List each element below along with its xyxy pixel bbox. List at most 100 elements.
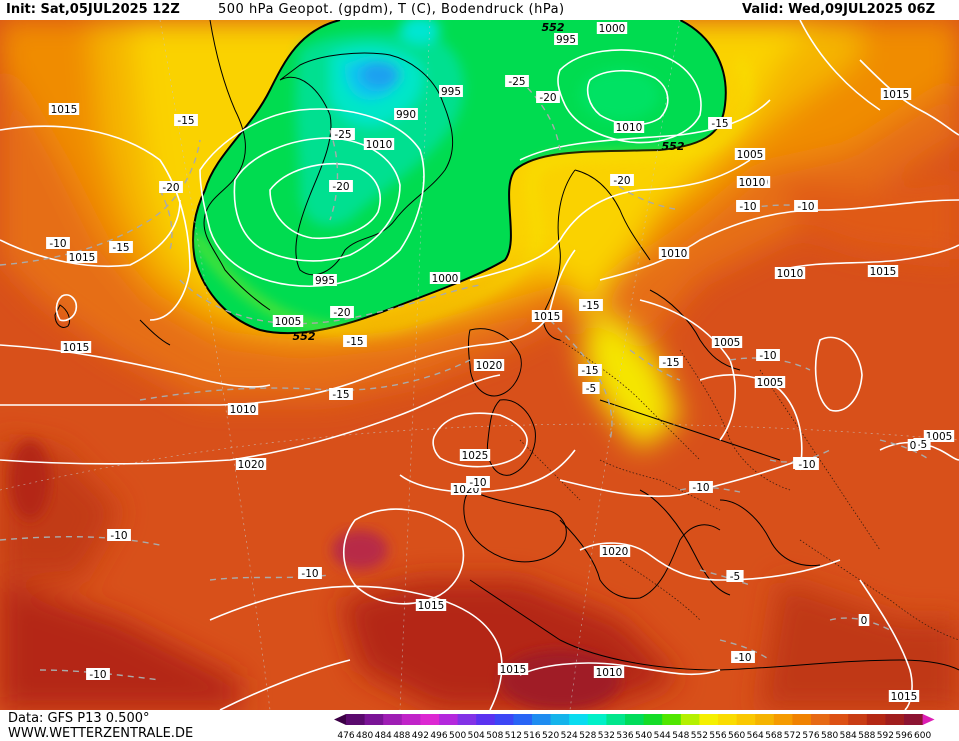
isotherm-label: -5	[726, 570, 744, 583]
svg-text:1020: 1020	[602, 546, 629, 558]
isotherm-label: -10	[107, 529, 131, 542]
svg-text:-10: -10	[110, 530, 127, 542]
legend-swatch	[550, 714, 570, 725]
isobar-label: 1005	[711, 336, 743, 349]
svg-text:1010: 1010	[739, 177, 766, 189]
svg-text:-10: -10	[759, 350, 776, 362]
legend-swatch	[476, 714, 496, 725]
svg-text:-20: -20	[613, 175, 630, 187]
svg-text:-25: -25	[508, 76, 525, 88]
svg-text:1010: 1010	[230, 404, 257, 416]
legend-swatch	[494, 714, 514, 725]
init-time-label: Init: Sat,05JUL2025 12Z	[6, 2, 180, 17]
svg-text:0: 0	[861, 615, 868, 627]
svg-text:-15: -15	[581, 365, 598, 377]
svg-text:-15: -15	[177, 115, 194, 127]
legend-swatch	[829, 714, 849, 725]
legend-tick-label: 544	[654, 731, 671, 741]
svg-text:1015: 1015	[870, 266, 897, 278]
isobar-label: 1015	[415, 599, 447, 612]
isotherm-label: -10	[736, 200, 760, 213]
svg-text:-10: -10	[89, 669, 106, 681]
isotherm-label: -15	[578, 364, 602, 377]
svg-text:1015: 1015	[891, 691, 918, 703]
geopotential-label: 552	[662, 140, 685, 153]
isobar-label: 1025	[459, 449, 491, 462]
legend-swatch	[643, 714, 663, 725]
legend-swatch	[420, 714, 440, 725]
svg-text:-10: -10	[734, 652, 751, 664]
isotherm-label: 0	[907, 439, 919, 452]
legend-tick-label: 524	[561, 731, 578, 741]
isotherm-label: -25	[505, 75, 529, 88]
isotherm-label: -15	[329, 388, 353, 401]
svg-text:-10: -10	[797, 201, 814, 213]
legend-tick-label: 568	[765, 731, 782, 741]
legend-swatch	[904, 714, 924, 725]
legend-swatch	[569, 714, 589, 725]
svg-text:-10: -10	[49, 238, 66, 250]
isobar-label: 1010	[658, 247, 690, 260]
geopotential-label: 552	[293, 330, 316, 343]
legend-swatch	[773, 714, 793, 725]
svg-text:-15: -15	[332, 389, 349, 401]
isobar-label: 1020	[473, 359, 505, 372]
isobar-label: 1015	[531, 310, 563, 323]
svg-text:-15: -15	[711, 118, 728, 130]
svg-text:1015: 1015	[883, 89, 910, 101]
legend-tick-label: 532	[598, 731, 615, 741]
legend-tick-label: 556	[709, 731, 726, 741]
svg-text:1000: 1000	[432, 273, 459, 285]
isotherm-label: -15	[708, 117, 732, 130]
legend-tick-label: 584	[840, 731, 857, 741]
legend-tick-label: 500	[449, 731, 466, 741]
legend-tick-label: 564	[747, 731, 764, 741]
isobar-label: 1005	[923, 430, 955, 443]
isobar-label: 1015	[497, 663, 529, 676]
legend-tick-label: 580	[821, 731, 838, 741]
isotherm-label: -20	[330, 306, 354, 319]
isobar-label: 1015	[60, 341, 92, 354]
isotherm-label: -15	[343, 335, 367, 348]
isobar-label: 1015	[66, 251, 98, 264]
svg-text:552: 552	[662, 140, 685, 153]
legend-swatch	[848, 714, 868, 725]
svg-text:-10: -10	[301, 568, 318, 580]
isobar-label: 1010	[774, 267, 806, 280]
legend-tick-label: 572	[784, 731, 801, 741]
contour-labels: 1000 995 995 990 1015 1005 1010 1015 1015 1015 101…	[46, 21, 955, 703]
isobar-label: 1020	[235, 458, 267, 471]
isotherm-label: -10	[731, 651, 755, 664]
isotherm-label: -10	[86, 668, 110, 681]
svg-text:1015: 1015	[63, 342, 90, 354]
svg-text:-20: -20	[539, 92, 556, 104]
svg-text:-10: -10	[692, 482, 709, 494]
svg-text:1020: 1020	[238, 459, 265, 471]
chart-title: 500 hPa Geopot. (gpdm), T (C), Bodendruc…	[218, 2, 565, 17]
coastlines	[54, 20, 959, 671]
legend-tick-label: 508	[486, 731, 503, 741]
legend-swatch	[532, 714, 552, 725]
svg-text:1005: 1005	[275, 316, 302, 328]
data-source-label: Data: GFS P13 0.500°	[8, 711, 150, 726]
legend-swatch	[792, 714, 812, 725]
legend-swatch	[662, 714, 682, 725]
isotherm-label: -10	[756, 349, 780, 362]
legend-tick-label: 496	[430, 731, 447, 741]
graticule	[0, 20, 959, 710]
svg-text:995: 995	[441, 86, 461, 98]
svg-text:1010: 1010	[777, 268, 804, 280]
svg-text:1025: 1025	[462, 450, 489, 462]
legend-swatch	[383, 714, 403, 725]
legend-tick-label: 488	[393, 731, 410, 741]
legend-swatches	[334, 714, 935, 725]
isobar-label: 1005	[754, 376, 786, 389]
isobar-label: 1015	[880, 88, 912, 101]
isotherm-label: -15	[109, 241, 133, 254]
chart-footer: Data: GFS P13 0.500° WWW.WETTERZENTRALE.…	[0, 710, 959, 741]
svg-text:-15: -15	[112, 242, 129, 254]
legend-tick-label: 528	[579, 731, 596, 741]
isotherm-label: -15	[659, 356, 683, 369]
svg-text:-15: -15	[346, 336, 363, 348]
isotherm-label: -5	[582, 382, 600, 395]
